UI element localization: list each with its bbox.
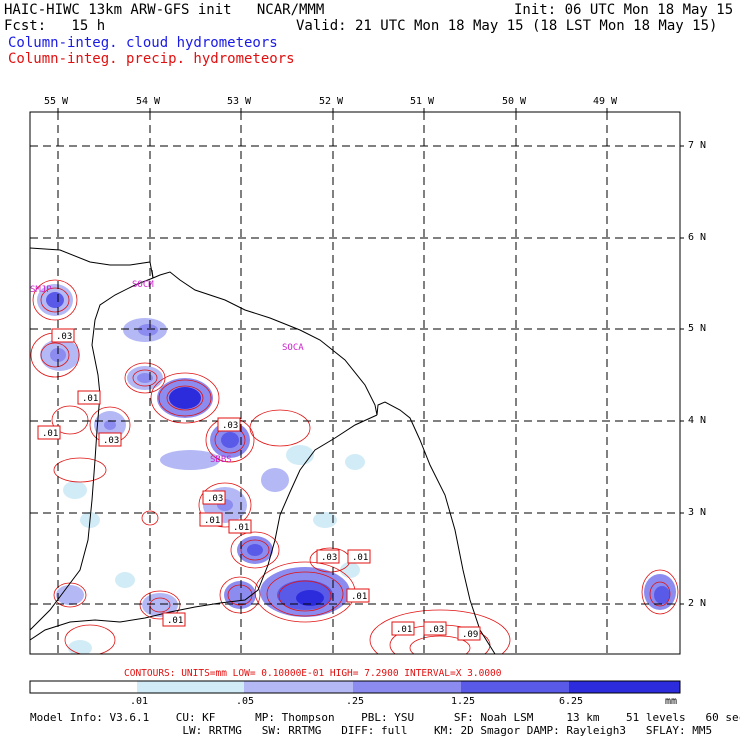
contour-label-box: .01 [228, 519, 252, 534]
svg-text:.03: .03 [428, 625, 444, 635]
forecast-hour: Fcst: 15 h [4, 18, 106, 34]
svg-text:.01: .01 [396, 625, 412, 635]
legend-unit: mm [665, 696, 677, 707]
station-label: SOCA [282, 343, 304, 353]
contour-label-box: .01 [37, 425, 61, 440]
station-labels: SMJP SOCM SOCA SBBS [30, 280, 304, 465]
legend-tick: .05 [236, 696, 254, 707]
contour-label-box: .03 [202, 490, 226, 505]
contour-label-box: .01 [347, 549, 371, 564]
station-label: SMJP [30, 285, 52, 295]
lon-label: 53 W [227, 96, 252, 107]
precip-contours [30, 279, 679, 654]
svg-text:.03: .03 [321, 553, 337, 563]
svg-text:.03: .03 [103, 436, 119, 446]
contour-label-box: .01 [162, 612, 186, 627]
legend-ticks: .01 .05 .25 1.25 6.25 mm [130, 696, 677, 707]
contour-label-box: .03 [98, 432, 122, 447]
lat-label: 3 N [688, 507, 707, 518]
contour-label-box: .03 [51, 328, 75, 343]
axis-ticks [57, 108, 684, 605]
valid-time: Valid: 21 UTC Mon 18 May 15 (18 LST Mon … [296, 18, 718, 34]
model-info-line1: Model Info: V3.6.1 CU: KF MP: Thompson P… [30, 711, 740, 724]
lon-label: 55 W [44, 96, 69, 107]
lat-lon-grid [30, 112, 680, 654]
map-frame [29, 111, 681, 655]
lat-label: 7 N [688, 140, 707, 151]
contour-label-box: .01 [77, 390, 101, 405]
station-label: SBBS [210, 455, 232, 465]
contour-label-box: .03 [217, 417, 241, 432]
svg-text:.01: .01 [42, 429, 58, 439]
contour-label-box: .01 [391, 621, 415, 636]
color-legend [29, 680, 681, 694]
plot-title: HAIC-HIWC 13km ARW-GFS init NCAR/MMM [4, 2, 325, 18]
model-info-line2: LW: RRTMG SW: RRTMG DIFF: full KM: 2D Sm… [30, 724, 713, 737]
lon-label: 50 W [502, 96, 527, 107]
svg-text:.03: .03 [207, 494, 223, 504]
contour-label-box: .03 [423, 621, 447, 636]
lat-label: 6 N [688, 232, 707, 243]
lat-label: 2 N [688, 598, 707, 609]
lon-label: 51 W [410, 96, 435, 107]
svg-text:.01: .01 [204, 516, 220, 526]
station-label: SOCM [132, 280, 154, 290]
init-time: Init: 06 UTC Mon 18 May 15 [514, 2, 734, 18]
lon-label: 49 W [593, 96, 618, 107]
lat-label: 5 N [688, 323, 707, 334]
contour-label-box: .01 [199, 512, 223, 527]
legend-tick: 6.25 [559, 696, 583, 707]
svg-text:.01: .01 [352, 553, 368, 563]
contour-value-labels: .03 .01 .01 .03 .03 .03 .01 .01 .03 .01 … [37, 328, 481, 641]
contour-label-box: .09 [457, 626, 481, 641]
svg-text:.03: .03 [56, 332, 72, 342]
lon-label: 54 W [136, 96, 161, 107]
svg-text:.03: .03 [222, 421, 238, 431]
svg-text:.01: .01 [82, 394, 98, 404]
contour-info: CONTOURS: UNITS=mm LOW= 0.10000E-01 HIGH… [124, 668, 502, 679]
svg-text:.09: .09 [462, 630, 478, 640]
contour-label-box: .01 [346, 588, 370, 603]
legend-tick: .01 [130, 696, 148, 707]
field-precip-label: Column-integ. precip. hydrometeors [8, 51, 295, 67]
legend-tick: 1.25 [451, 696, 475, 707]
contour-label-box: .03 [316, 549, 340, 564]
svg-text:.01: .01 [233, 523, 249, 533]
legend-tick: .25 [346, 696, 364, 707]
lon-label: 52 W [319, 96, 344, 107]
svg-text:.01: .01 [167, 616, 183, 626]
lat-label: 4 N [688, 415, 707, 426]
field-cloud-label: Column-integ. cloud hydrometeors [8, 35, 278, 51]
svg-text:.01: .01 [351, 592, 367, 602]
